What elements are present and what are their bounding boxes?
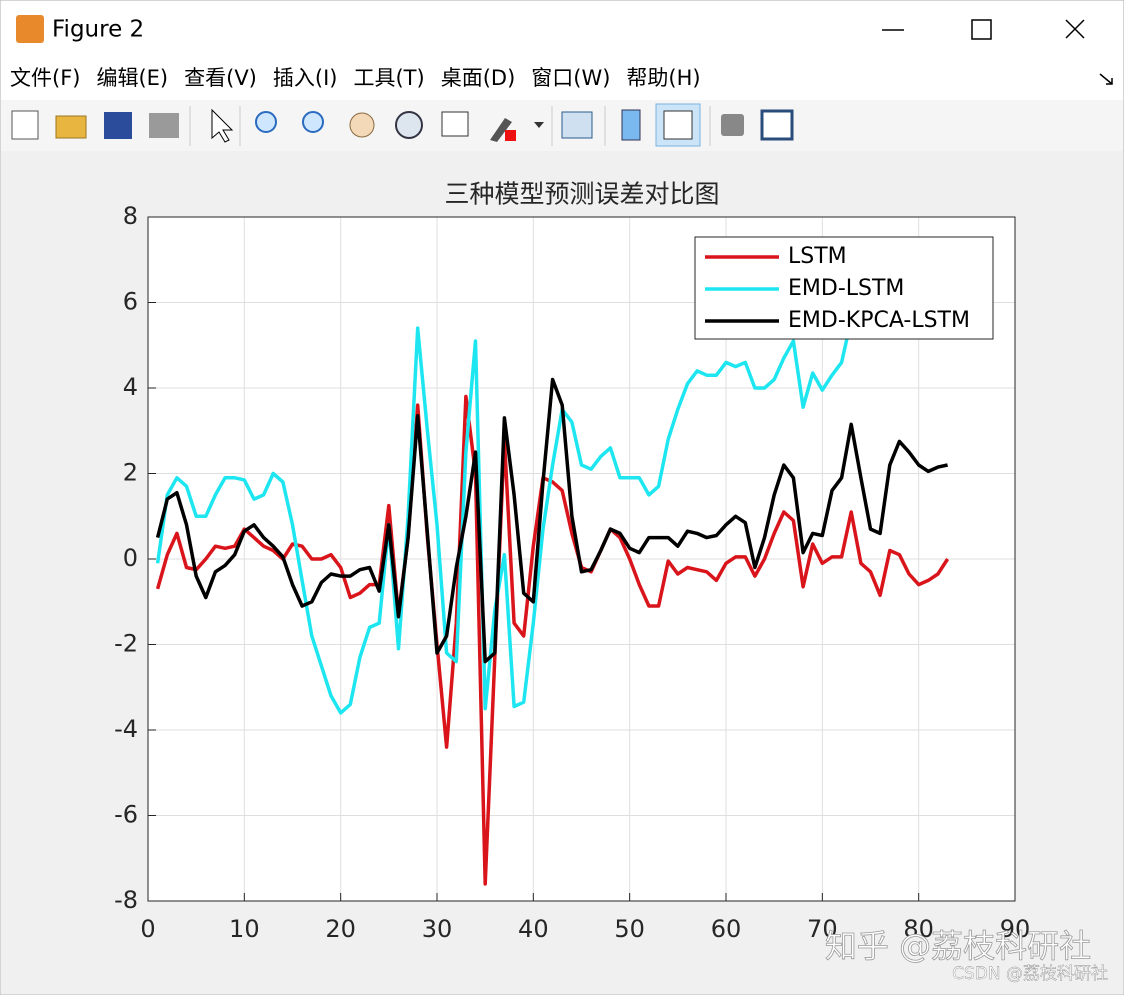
menu-item[interactable]: 编辑(E) [96,66,168,90]
legend-icon[interactable] [663,110,693,140]
dock-icon[interactable] [760,109,794,141]
x-tick-label: 50 [614,915,645,943]
x-tick-label: 0 [140,915,155,943]
colorbar-icon[interactable] [621,109,641,141]
ticks: 0 10 20 30 40 50 60 70 80 90 -8 -6 -4 -2 0 2 4 6 8 [114,202,1030,943]
hide-tools-icon[interactable] [721,114,744,136]
y-tick-label: -6 [114,801,138,829]
x-tick-label: 20 [325,915,356,943]
menu-item[interactable]: 窗口(W) [531,66,610,90]
series-line [155,319,853,715]
brush-color [505,130,516,141]
legend-label: EMD-LSTM [788,276,904,301]
zoom-in-icon[interactable] [255,111,277,133]
y-tick-label: -2 [114,630,138,658]
rotate-icon[interactable] [395,111,423,139]
open-icon[interactable] [55,115,87,139]
dropdown-arrow[interactable] [534,122,544,128]
window-title: Figure 2 [52,17,144,43]
save-icon[interactable] [104,112,132,139]
brush-icon[interactable] [490,118,512,142]
menu-item[interactable]: 插入(I) [273,66,338,90]
close-button[interactable] [1065,19,1085,39]
x-tick-label: 30 [422,915,453,943]
pointer-icon[interactable] [211,108,234,143]
y-tick-label: -8 [114,886,138,914]
chart-title: 三种模型预测误差对比图 [444,180,719,209]
maximize-button[interactable] [971,19,992,40]
x-tick-label: 80 [903,915,934,943]
x-tick-label: 40 [518,915,549,943]
zoom-out-icon[interactable] [302,111,324,133]
menu-bar [1,57,1123,100]
y-tick-label: 4 [123,373,138,401]
y-tick-label: 0 [123,544,138,572]
x-tick-label: 10 [229,915,260,943]
legend-label: LSTM [788,244,847,269]
y-tick-label: 2 [123,459,138,487]
x-tick-label: 60 [711,915,742,943]
pan-icon[interactable] [349,112,375,138]
link-icon[interactable] [561,111,593,139]
menu-item[interactable]: 帮助(H) [626,66,700,90]
series-line [155,377,948,664]
app-icon [16,15,44,43]
datatip-icon[interactable] [441,111,469,137]
print-icon[interactable] [149,113,179,138]
title-bar [1,1,1123,57]
watermark-csdn: CSDN @荔枝科研社 [952,964,1108,984]
y-tick-label: -4 [114,715,138,743]
new-icon[interactable] [11,110,39,140]
toolbar-icons [11,103,794,147]
menu-item[interactable]: 桌面(D) [441,66,516,90]
menu-item[interactable]: 查看(V) [184,66,257,90]
series-line [155,394,950,886]
y-tick-label: 6 [123,288,138,316]
legend-label: EMD-KPCA-LSTM [788,308,970,333]
menu-item[interactable]: 文件(F) [10,66,80,90]
x-tick-label: 90 [1000,915,1031,943]
y-tick-label: 8 [123,202,138,230]
plot-lines [155,319,950,886]
legend: LSTM EMD-LSTM EMD-KPCA-LSTM [694,236,994,340]
menu-item[interactable]: 工具(T) [353,66,424,90]
menu: 文件(F) 编辑(E) 查看(V) 插入(I) 工具(T) 桌面(D) 窗口(W) 帮助(H) [10,66,1113,90]
menu-overflow[interactable] [1099,73,1113,85]
watermark-zhihu: 知乎 @荔枝科研社 [825,927,1091,965]
x-tick-label: 70 [807,915,838,943]
